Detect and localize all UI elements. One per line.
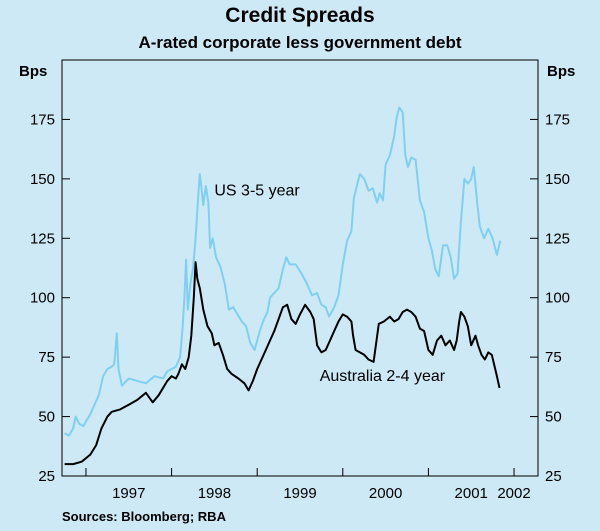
- series-lines: [64, 106, 502, 466]
- y-tick-label-left: 100: [30, 290, 55, 307]
- plot-area: [61, 59, 539, 477]
- chart-title: Credit Spreads: [225, 4, 375, 27]
- y-tick-label-left: 50: [38, 409, 55, 426]
- y-tick-label-right: 50: [545, 409, 562, 426]
- y-tick-label-right: 25: [545, 468, 562, 485]
- us-series-label: US 3-5 year: [214, 182, 300, 199]
- x-tick-label: 2000: [369, 485, 402, 502]
- y-tick-label-right: 175: [545, 111, 570, 128]
- x-tick-label: 1998: [198, 485, 231, 502]
- y-tick-label-right: 75: [545, 349, 562, 366]
- australia-series-line: [64, 261, 501, 466]
- source-note: Sources: Bloomberg; RBA: [62, 509, 226, 524]
- y-tick-label-right: 150: [545, 171, 570, 188]
- y-tick-label-left: 150: [30, 171, 55, 188]
- chart-subtitle: A-rated corporate less government debt: [138, 33, 462, 52]
- y-tick-label-right: 100: [545, 290, 570, 307]
- series-labels: US 3-5 year Australia 2-4 year: [214, 182, 445, 384]
- axis-ticks: 25 25 50 50 75 75 100 100 125 125 150 150 175 175 1997…: [30, 111, 570, 502]
- y-tick-label-left: 175: [30, 111, 55, 128]
- x-tick-label: 2002: [497, 485, 530, 502]
- y-axis-label-right: Bps: [547, 63, 575, 80]
- australia-series-label: Australia 2-4 year: [320, 368, 446, 385]
- us-series-line: [64, 106, 502, 437]
- x-tick-label: 2001: [455, 485, 488, 502]
- y-tick-label-left: 75: [38, 349, 55, 366]
- x-tick-label: 1999: [283, 485, 316, 502]
- y-tick-label-right: 125: [545, 230, 570, 247]
- y-axis-label-left: Bps: [19, 63, 47, 80]
- y-tick-label-left: 25: [38, 468, 55, 485]
- y-tick-label-left: 125: [30, 230, 55, 247]
- x-tick-label: 1997: [112, 485, 145, 502]
